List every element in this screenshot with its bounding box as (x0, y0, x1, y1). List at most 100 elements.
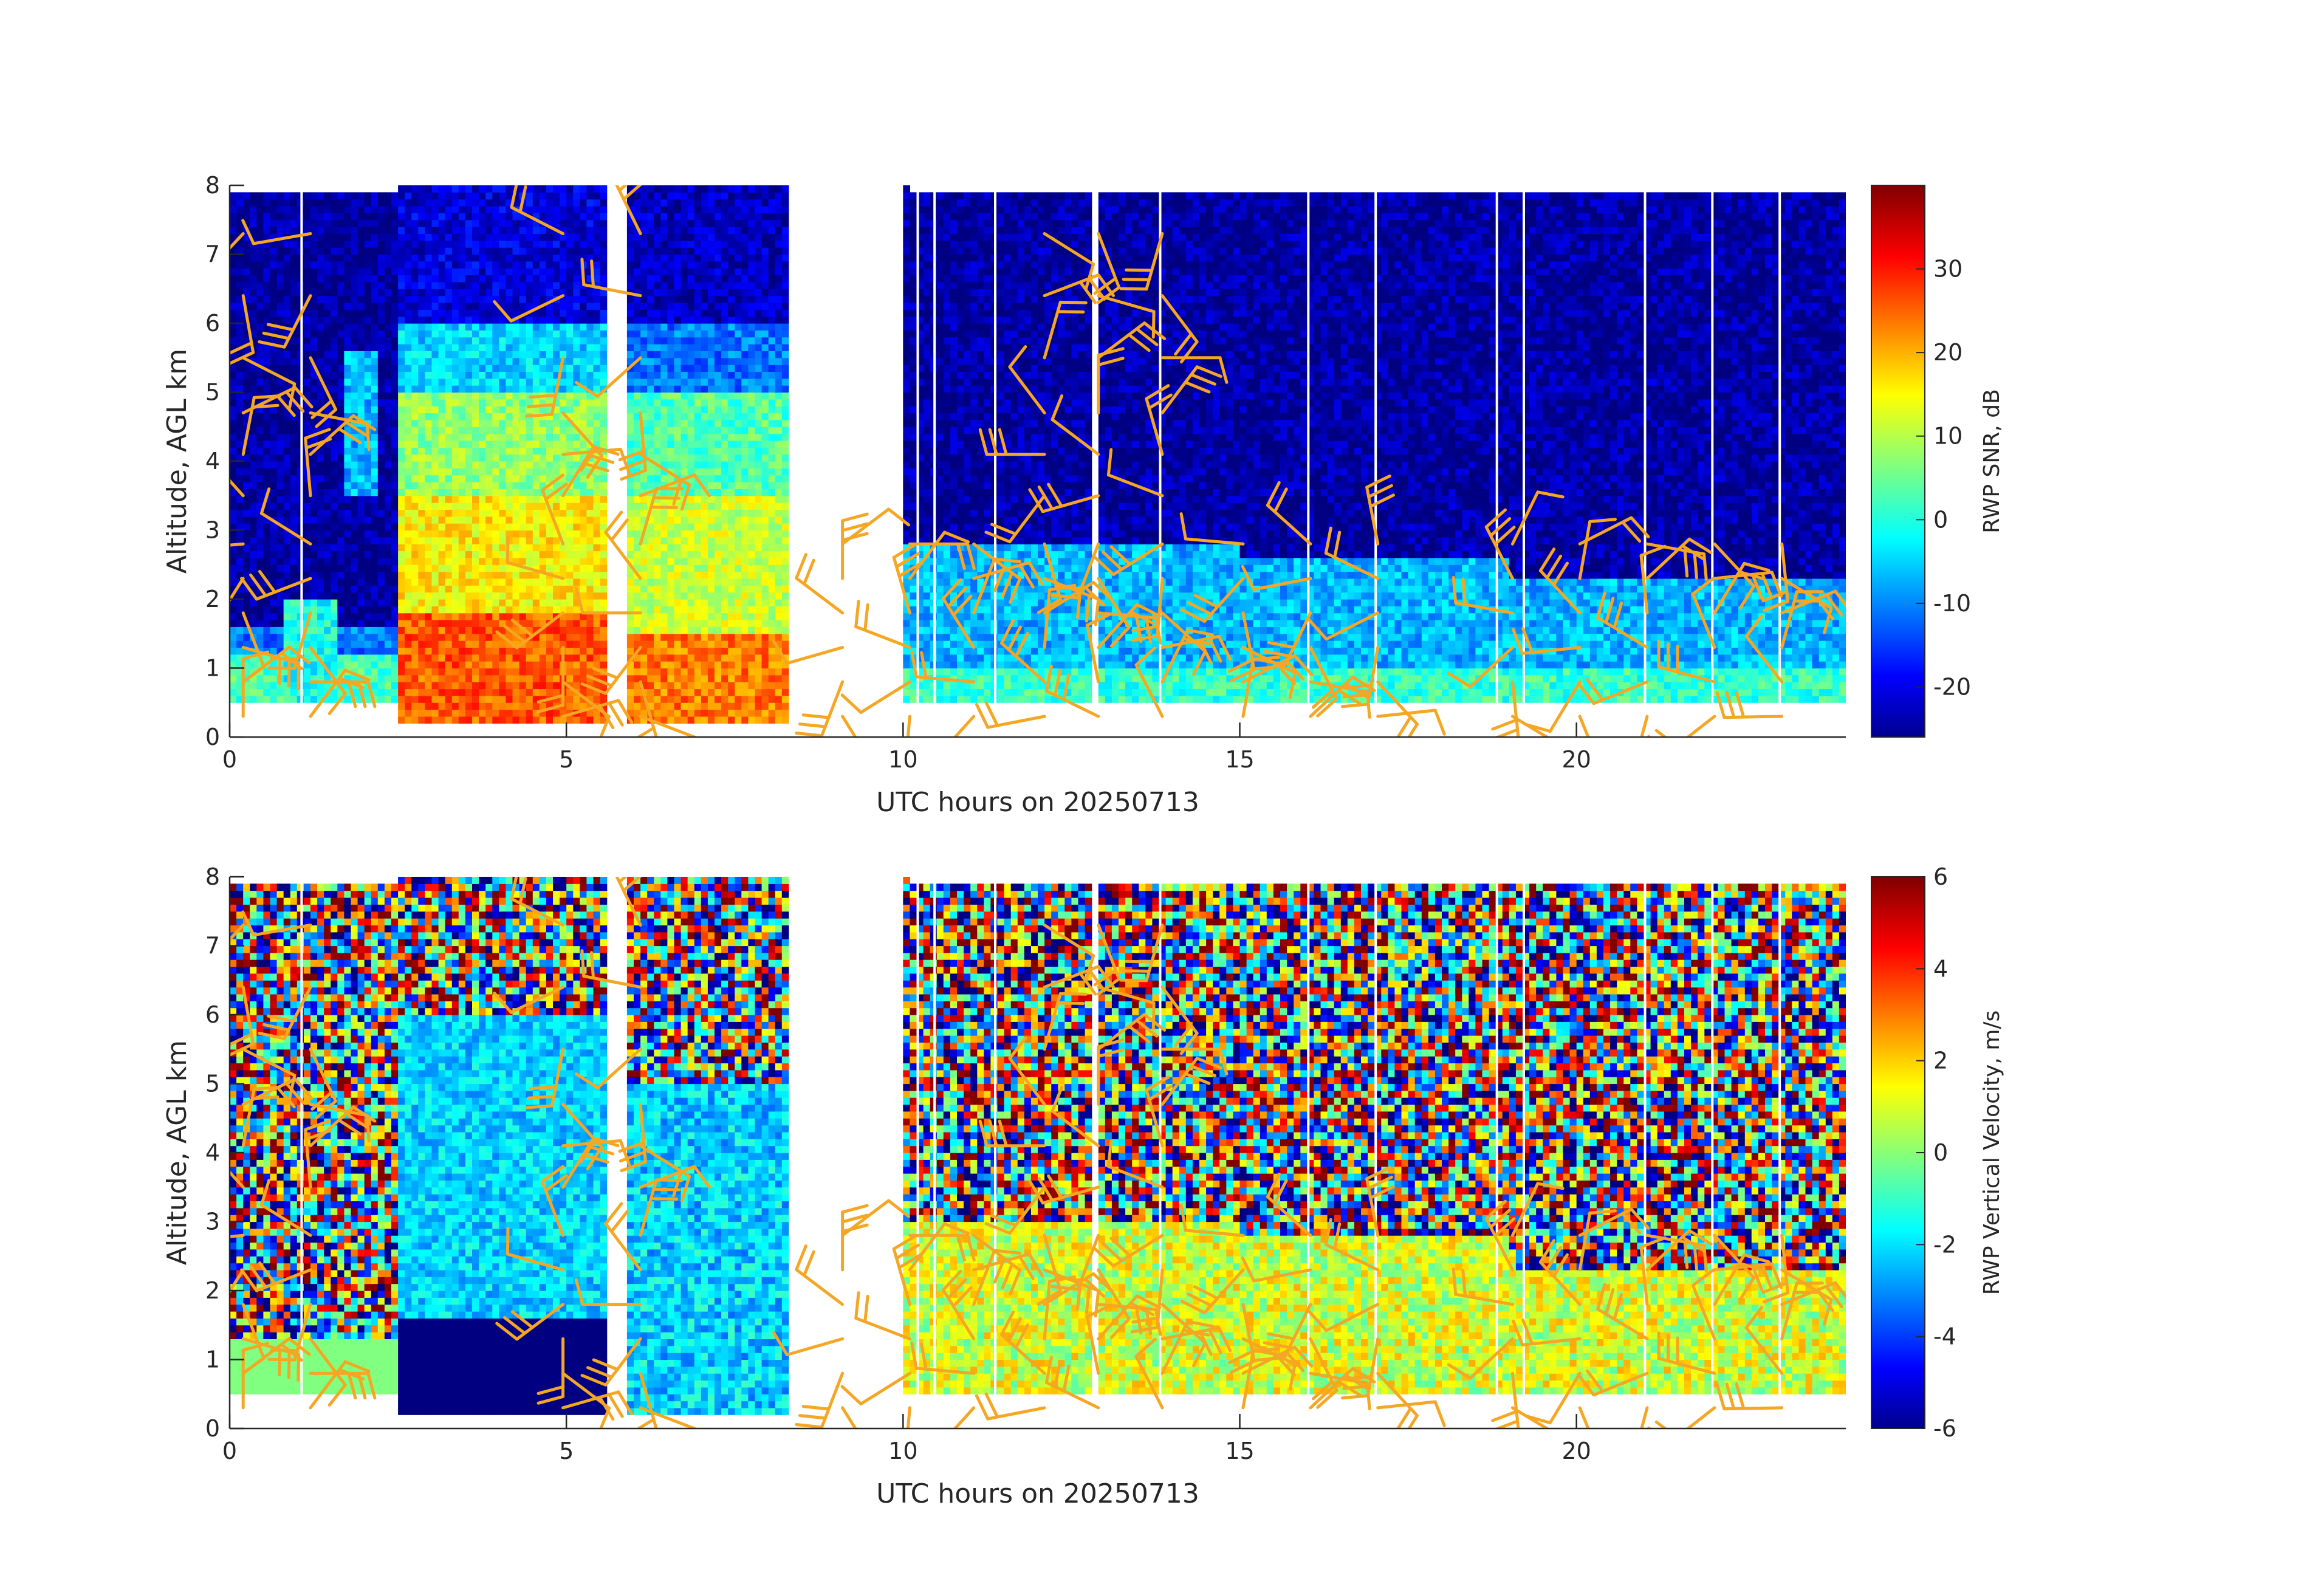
heatmap-cell (276, 468, 284, 476)
heatmap-cell (560, 316, 567, 324)
heatmap-cell (465, 640, 473, 648)
heatmap-cell (485, 247, 493, 255)
heatmap-cell (344, 578, 352, 586)
heatmap-cell (337, 482, 344, 489)
heatmap-cell (243, 647, 250, 655)
heatmap-cell (519, 620, 527, 627)
heatmap-cell (411, 357, 419, 365)
heatmap-cell (250, 261, 257, 269)
heatmap-cell (660, 647, 668, 655)
heatmap-cell (331, 206, 338, 213)
heatmap-cell (526, 219, 533, 227)
heatmap-cell (451, 551, 459, 558)
heatmap-cell (270, 489, 278, 496)
heatmap-cell (451, 192, 459, 200)
heatmap-cell (593, 357, 601, 365)
heatmap-cell (411, 668, 419, 676)
heatmap-cell (566, 268, 574, 276)
heatmap-cell (438, 351, 446, 358)
heatmap-cell (634, 351, 641, 358)
heatmap-cell (465, 564, 473, 572)
heatmap-cell (317, 199, 324, 207)
heatmap-cell (317, 323, 324, 331)
heatmap-cell (344, 640, 352, 648)
heatmap-cell (600, 357, 608, 365)
heatmap-cell (465, 213, 473, 221)
heatmap-cell (405, 516, 412, 524)
heatmap-cell (250, 564, 257, 572)
heatmap-cell (398, 268, 405, 276)
heatmap-cell (539, 337, 547, 345)
heatmap-cell (344, 219, 352, 227)
heatmap-cell (324, 227, 331, 234)
heatmap-cell (626, 557, 634, 565)
heatmap-cell (364, 537, 372, 544)
heatmap-cell (667, 419, 675, 427)
heatmap-cell (674, 578, 682, 586)
heatmap-cell (479, 633, 486, 641)
heatmap-cell (546, 702, 554, 710)
heatmap-cell (634, 240, 641, 248)
heatmap-cell (351, 585, 358, 593)
heatmap-cell (324, 419, 331, 427)
heatmap-cell (344, 688, 352, 696)
heatmap-cell (445, 454, 453, 462)
heatmap-cell (506, 503, 513, 510)
heatmap-cell (445, 620, 453, 627)
heatmap-cell (667, 247, 675, 255)
heatmap-cell (351, 557, 358, 565)
heatmap-cell (532, 702, 540, 710)
heatmap-cell (660, 523, 668, 531)
heatmap-cell (532, 571, 540, 579)
heatmap-cell (230, 509, 237, 517)
heatmap-cell (303, 633, 311, 641)
heatmap-cell (593, 564, 601, 572)
heatmap-cell (472, 427, 479, 434)
heatmap-cell (458, 206, 466, 213)
heatmap-cell (263, 606, 271, 614)
heatmap-cell (398, 233, 405, 241)
heatmap-cell (506, 206, 513, 213)
heatmap-cell (479, 433, 486, 441)
heatmap-cell (398, 337, 405, 345)
heatmap-cell (411, 419, 419, 427)
heatmap-cell (634, 330, 641, 338)
heatmap-cell (344, 247, 352, 255)
heatmap-cell (667, 323, 675, 331)
heatmap-cell (472, 709, 479, 717)
heatmap-cell (438, 192, 446, 200)
heatmap-cell (465, 289, 473, 297)
heatmap-cell (506, 544, 513, 552)
heatmap-cell (485, 240, 493, 248)
heatmap-cell (451, 592, 459, 600)
heatmap-cell (451, 454, 459, 462)
heatmap-cell (377, 254, 385, 262)
heatmap-cell (324, 495, 331, 503)
heatmap-cell (593, 316, 601, 324)
heatmap-cell (560, 247, 567, 255)
heatmap-cell (654, 399, 661, 406)
heatmap-cell (546, 378, 554, 386)
heatmap-cell (344, 571, 352, 579)
heatmap-cell (479, 295, 486, 303)
heatmap-cell (324, 303, 331, 310)
heatmap-cell (263, 654, 271, 662)
heatmap-cell (654, 585, 661, 593)
heatmap-cell (310, 268, 318, 276)
heatmap-cell (485, 495, 493, 503)
heatmap-cell (331, 661, 338, 669)
heatmap-cell (506, 592, 513, 600)
heatmap-cell (479, 523, 486, 531)
heatmap-cell (405, 268, 412, 276)
heatmap-cell (539, 551, 547, 558)
heatmap-cell (445, 441, 453, 448)
heatmap-cell (465, 330, 473, 338)
heatmap-cell (303, 351, 311, 358)
heatmap-cell (283, 475, 291, 482)
heatmap-cell (519, 551, 527, 558)
heatmap-cell (660, 640, 668, 648)
heatmap-cell (600, 309, 608, 317)
heatmap-cell (580, 592, 587, 600)
heatmap-cell (580, 344, 587, 351)
heatmap-cell (425, 240, 433, 248)
